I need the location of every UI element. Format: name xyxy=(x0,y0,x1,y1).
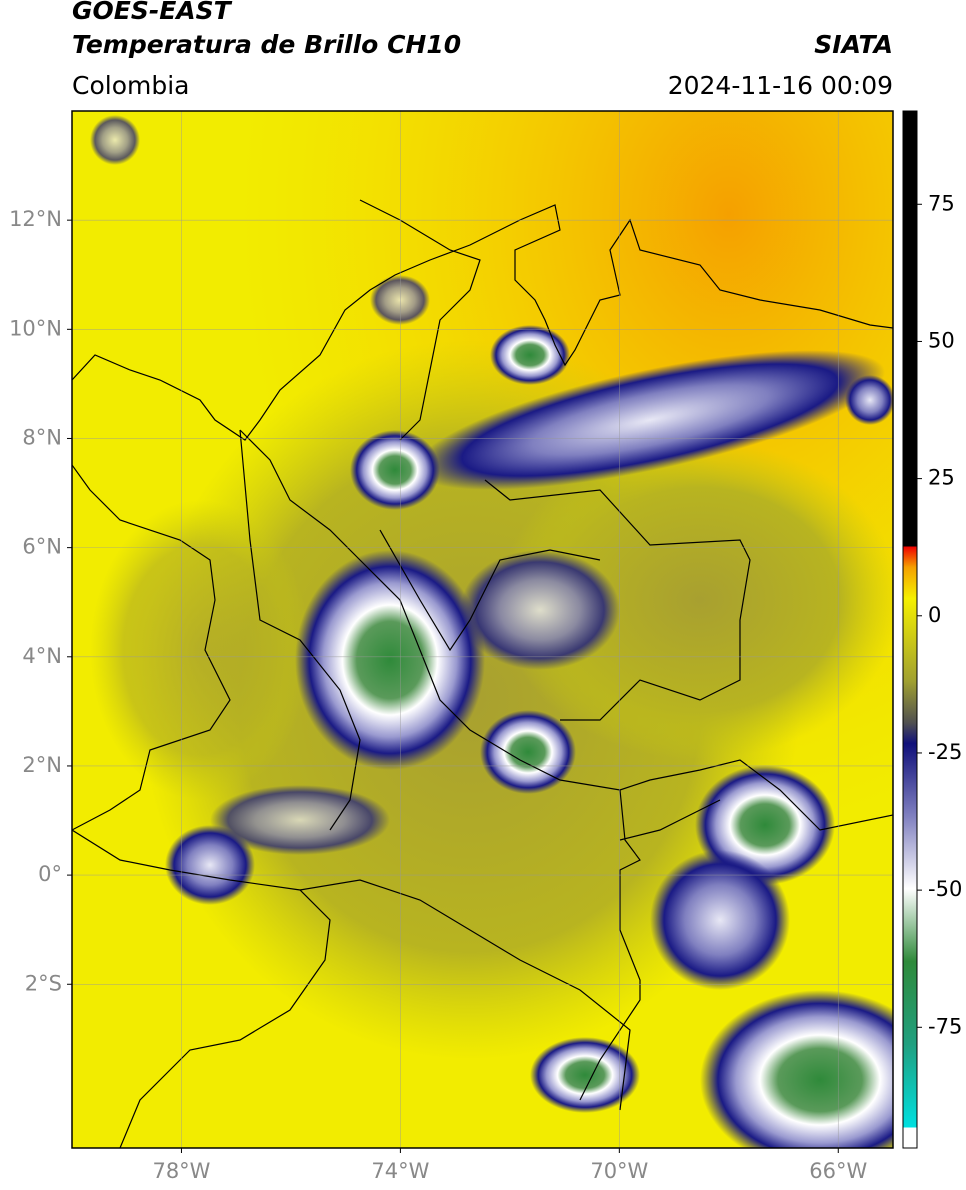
y-tick-label: 8°N xyxy=(22,425,62,449)
coastlines xyxy=(72,199,893,1148)
y-tick-label: 2°S xyxy=(25,971,62,995)
colorbar-tick-label: -50 xyxy=(928,877,962,901)
plot-frame xyxy=(71,110,894,1149)
colorbar-tick-label: -75 xyxy=(928,1014,962,1038)
subtitle: Temperatura de Brillo CH10 xyxy=(72,30,462,59)
colorbar xyxy=(902,110,918,1149)
title: GOES-EAST xyxy=(72,0,231,25)
satellite-image xyxy=(72,111,893,1148)
y-tick-label: 10°N xyxy=(9,316,62,340)
x-tick-label: 70°W xyxy=(590,1159,648,1183)
x-tick-label: 66°W xyxy=(809,1159,867,1183)
x-tick-label: 78°W xyxy=(152,1159,210,1183)
colorbar-tick-label: 75 xyxy=(928,191,955,215)
region: Colombia xyxy=(72,71,190,100)
source: SIATA xyxy=(814,30,893,59)
y-tick-label: 0° xyxy=(38,862,62,886)
x-tick-label: 74°W xyxy=(371,1159,429,1183)
y-tick-label: 6°N xyxy=(22,535,62,559)
grid xyxy=(72,111,893,1148)
y-tick-label: 12°N xyxy=(9,207,62,231)
y-tick-label: 4°N xyxy=(22,644,62,668)
y-tick-label: 2°N xyxy=(22,753,62,777)
colorbar-tick-label: 25 xyxy=(928,466,955,490)
colorbar-tick-label: -25 xyxy=(928,740,962,764)
colorbar-tick-label: 50 xyxy=(928,328,955,352)
datetime: 2024-11-16 00:09 xyxy=(667,71,893,100)
colorbar-tick-label: 0 xyxy=(928,603,941,627)
